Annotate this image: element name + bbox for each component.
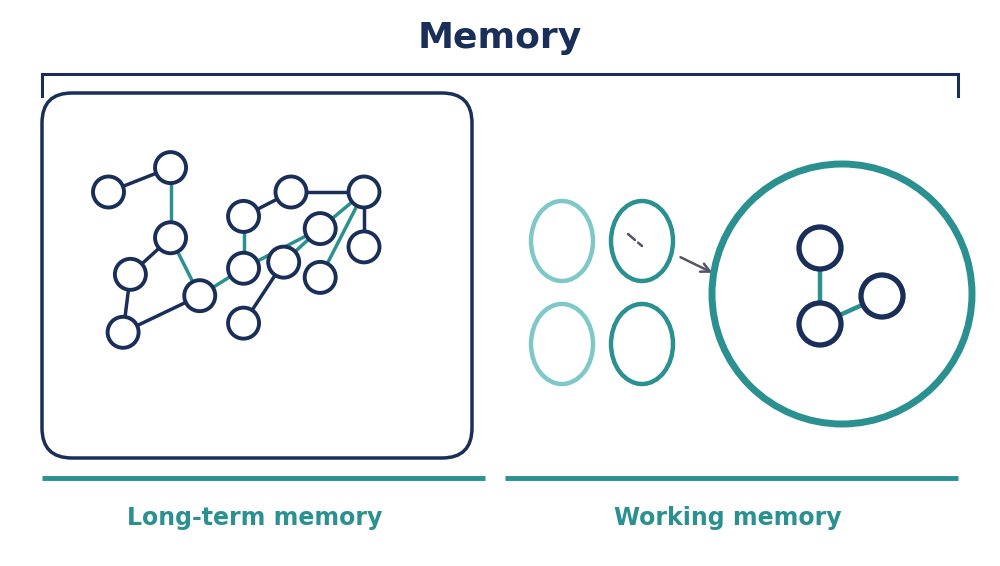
Text: Working memory: Working memory [614, 506, 842, 530]
Circle shape [712, 164, 972, 424]
Circle shape [305, 262, 336, 293]
Circle shape [184, 280, 215, 311]
Ellipse shape [531, 201, 593, 281]
Circle shape [155, 222, 186, 253]
Circle shape [108, 317, 139, 348]
Ellipse shape [531, 304, 593, 384]
Circle shape [268, 247, 299, 278]
Circle shape [228, 308, 259, 338]
FancyBboxPatch shape [42, 93, 472, 458]
Circle shape [799, 303, 841, 345]
Ellipse shape [611, 201, 673, 281]
Circle shape [305, 213, 336, 244]
Circle shape [861, 275, 903, 317]
Text: Long-term memory: Long-term memory [127, 506, 383, 530]
Circle shape [155, 152, 186, 183]
Circle shape [228, 253, 259, 284]
Circle shape [228, 201, 259, 232]
Circle shape [349, 231, 380, 263]
Ellipse shape [611, 304, 673, 384]
Circle shape [115, 259, 146, 290]
Circle shape [349, 177, 380, 208]
Text: Memory: Memory [418, 21, 582, 55]
Circle shape [93, 177, 124, 208]
Circle shape [799, 227, 841, 269]
Circle shape [276, 177, 307, 208]
